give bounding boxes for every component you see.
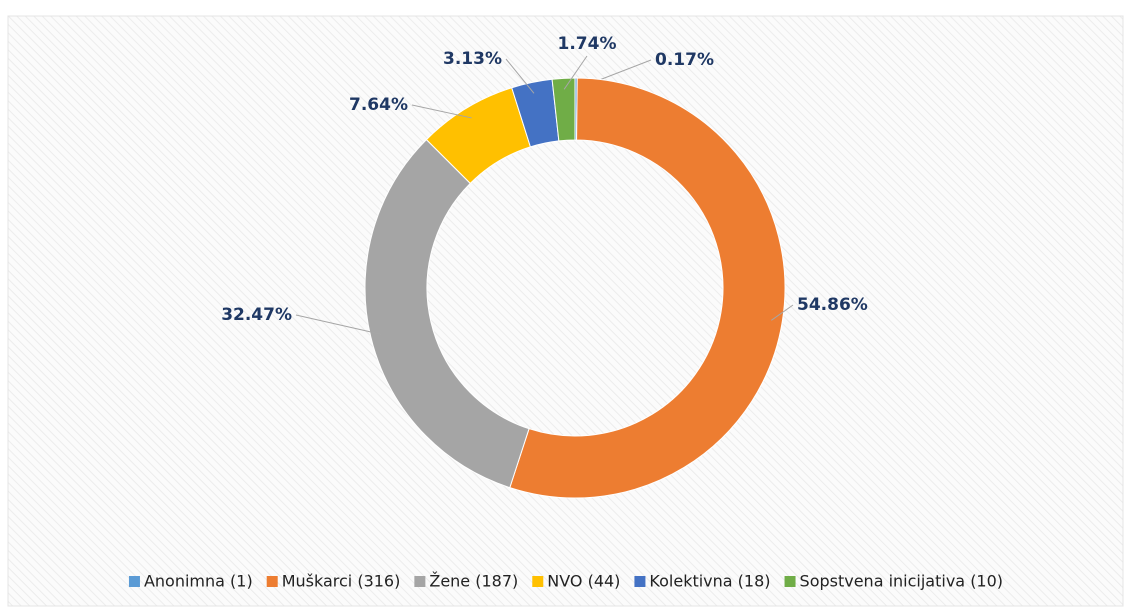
slice xyxy=(509,77,786,499)
value-label: 0.17% xyxy=(655,50,714,70)
value-label: 32.47% xyxy=(221,305,292,325)
legend-swatch xyxy=(784,576,796,587)
slice xyxy=(551,77,576,142)
legend-swatch xyxy=(266,576,278,587)
leader-line xyxy=(771,304,794,321)
value-label: 54.86% xyxy=(797,295,868,315)
legend-label: NVO (44) xyxy=(547,572,620,591)
legend-label: Anonimna (1) xyxy=(144,572,253,591)
leader-line xyxy=(563,55,588,90)
leader-line xyxy=(295,314,382,335)
legend-swatch xyxy=(634,576,646,587)
legend-label: Kolektivna (18) xyxy=(649,572,770,591)
leader-line xyxy=(505,58,535,94)
legend-label: Žene (187) xyxy=(429,572,518,591)
leader-line xyxy=(411,104,472,119)
value-label: 3.13% xyxy=(443,49,502,69)
legend-label: Muškarci (316) xyxy=(282,572,401,591)
legend-label: Sopstvena inicijativa (10) xyxy=(800,572,1004,591)
legend-swatch xyxy=(414,576,426,587)
legend-swatch xyxy=(128,576,140,587)
slice xyxy=(364,138,530,489)
value-label: 1.74% xyxy=(558,34,617,54)
legend-swatch xyxy=(532,576,544,587)
value-label: 7.64% xyxy=(349,95,408,115)
